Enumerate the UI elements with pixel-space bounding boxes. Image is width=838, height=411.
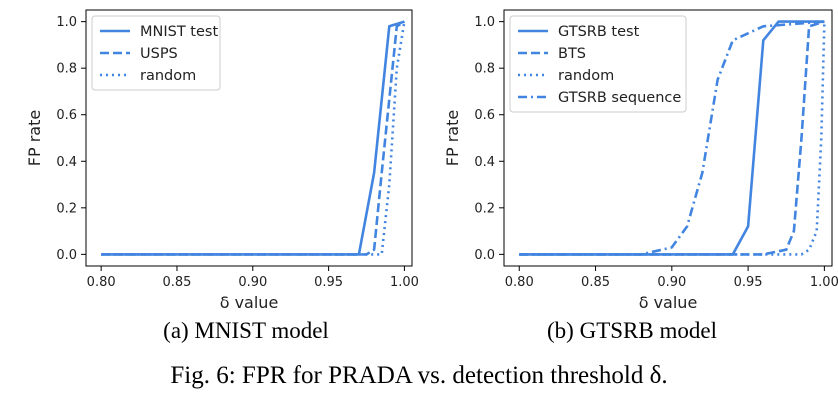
- legend-label: MNIST test: [140, 24, 218, 40]
- y-tick-label: 0.2: [474, 201, 495, 216]
- y-tick-label: 1.0: [56, 15, 77, 30]
- legend-label: random: [140, 68, 196, 84]
- subcaption-b: (b) GTSRB model: [547, 318, 717, 343]
- x-tick-label: 1.00: [810, 275, 838, 290]
- plot-frame: [85, 9, 413, 267]
- y-tick-label: 0.8: [474, 62, 495, 77]
- x-tick-label: 0.80: [87, 275, 116, 290]
- y-tick-label: 1.0: [474, 15, 495, 30]
- legend-label: GTSRB sequence: [558, 90, 681, 106]
- y-tick-label: 0.4: [474, 155, 495, 170]
- x-axis-label: δ value: [220, 293, 279, 310]
- y-tick-label: 0.6: [474, 108, 495, 123]
- series-line-bts: [519, 20, 825, 256]
- legend-label: GTSRB test: [558, 24, 640, 40]
- series-line-usps: [101, 20, 406, 256]
- x-tick-label: 0.85: [581, 275, 610, 290]
- legend-label: USPS: [140, 46, 178, 62]
- x-tick-label: 0.90: [238, 275, 267, 290]
- y-axis-label: FP rate: [443, 110, 462, 166]
- x-tick-label: 0.95: [314, 275, 343, 290]
- series-line-gtsrb-sequence: [519, 20, 825, 256]
- chart-gtsrb: 0.80 0.85 0.90 0.95 1.00 0.0 0.2 0.4 0.6 0.8 1.0 δ …: [443, 9, 838, 310]
- y-tick-label: 0.2: [56, 201, 77, 216]
- figure-caption: Fig. 6: FPR for PRADA vs. detection thre…: [170, 362, 668, 389]
- series-line-random: [101, 21, 406, 256]
- subcaption-a: (a) MNIST model: [163, 318, 329, 343]
- legend-label: random: [558, 68, 614, 84]
- y-tick-label: 0.0: [56, 248, 77, 263]
- chart-mnist: 0.80 0.85 0.90 0.95 1.00 0.0 0.2 0.4 0.6 0.8 1.0 δ …: [25, 9, 418, 310]
- y-tick-label: 0.8: [56, 62, 77, 77]
- y-tick-label: 0.4: [56, 155, 77, 170]
- x-tick-label: 0.95: [734, 275, 763, 290]
- legend-box: [509, 15, 687, 113]
- x-tick-label: 0.90: [657, 275, 686, 290]
- y-tick-label: 0.0: [474, 248, 495, 263]
- y-axis-label: FP rate: [25, 110, 44, 166]
- x-tick-label: 0.80: [505, 275, 534, 290]
- x-tick-label: 1.00: [390, 275, 418, 290]
- x-tick-label: 0.85: [163, 275, 192, 290]
- legend-label: BTS: [558, 46, 586, 62]
- legend-box: [91, 15, 221, 91]
- x-axis-label: δ value: [639, 293, 698, 310]
- series-line-random: [519, 21, 826, 256]
- plot-frame: [503, 9, 833, 267]
- y-tick-label: 0.6: [56, 108, 77, 123]
